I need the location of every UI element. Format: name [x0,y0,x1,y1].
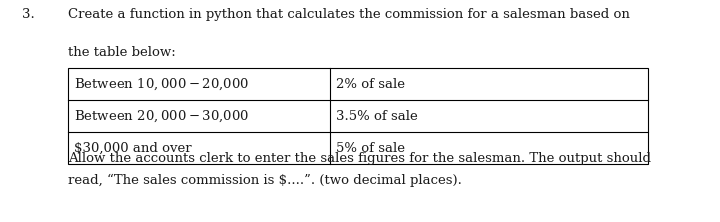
Text: 5% of sale: 5% of sale [336,141,405,155]
Text: Between $10,000 - $20,000: Between $10,000 - $20,000 [74,76,249,92]
Text: Allow the accounts clerk to enter the sales figures for the salesman. The output: Allow the accounts clerk to enter the sa… [68,152,651,165]
Text: Create a function in python that calculates the commission for a salesman based : Create a function in python that calcula… [68,8,630,21]
Text: 3.5% of sale: 3.5% of sale [336,109,418,123]
Text: $30,000 and over: $30,000 and over [74,141,192,155]
Text: Between $20,000 - $30,000: Between $20,000 - $30,000 [74,108,249,124]
Text: 2% of sale: 2% of sale [336,77,405,91]
Text: the table below:: the table below: [68,46,176,59]
Text: read, “The sales commission is $....”. (two decimal places).: read, “The sales commission is $....”. (… [68,174,462,187]
Text: 3.: 3. [22,8,35,21]
